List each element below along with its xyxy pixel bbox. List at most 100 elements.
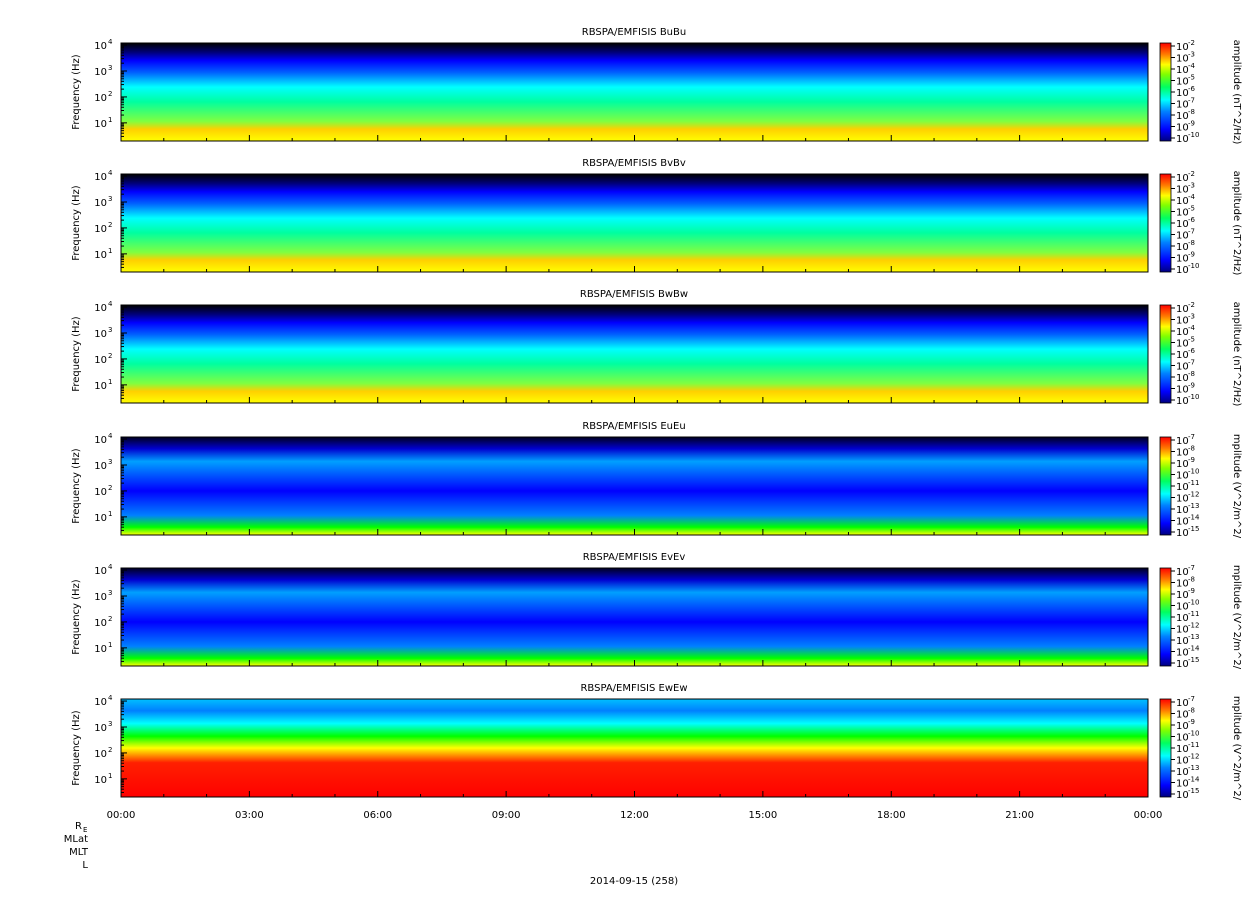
y-tick-label: 10 bbox=[94, 644, 107, 655]
colorbar-tick-exponent: -8 bbox=[1188, 239, 1195, 247]
colorbar-tick-label: 10 bbox=[1176, 602, 1189, 613]
colorbar-tick-label: 10 bbox=[1176, 88, 1189, 99]
spectrogram bbox=[121, 437, 1148, 535]
spectrogram bbox=[121, 43, 1148, 141]
colorbar-tick-exponent: -9 bbox=[1188, 251, 1195, 259]
colorbar-tick-exponent: -13 bbox=[1188, 502, 1199, 510]
y-axis-label: Frequency (Hz) bbox=[71, 579, 82, 655]
y-axis-label: Frequency (Hz) bbox=[71, 316, 82, 392]
y-axis-label: Frequency (Hz) bbox=[71, 185, 82, 261]
y-tick-label: 10 bbox=[94, 381, 107, 392]
y-tick-exponent: 4 bbox=[108, 300, 113, 308]
y-tick-exponent: 1 bbox=[108, 378, 112, 386]
colorbar-tick-label: 10 bbox=[1176, 698, 1189, 709]
colorbar-tick-label: 10 bbox=[1176, 721, 1189, 732]
colorbar-tick-exponent: -11 bbox=[1188, 610, 1199, 618]
colorbar-tick-exponent: -8 bbox=[1188, 445, 1195, 453]
colorbar-tick-label: 10 bbox=[1176, 528, 1189, 539]
x-tick-label: 09:00 bbox=[492, 810, 521, 821]
y-tick-exponent: 1 bbox=[108, 641, 112, 649]
y-tick-exponent: 1 bbox=[108, 247, 112, 255]
spectrogram bbox=[121, 305, 1148, 403]
panel-title: RBSPA/EMFISIS EwEw bbox=[580, 683, 687, 694]
colorbar-tick-label: 10 bbox=[1176, 448, 1189, 459]
colorbar-tick-label: 10 bbox=[1176, 54, 1189, 65]
colorbar-tick-label: 10 bbox=[1176, 42, 1189, 53]
y-tick-exponent: 4 bbox=[108, 38, 113, 46]
y-tick-exponent: 1 bbox=[108, 116, 112, 124]
colorbar-tick-exponent: -3 bbox=[1188, 182, 1195, 190]
colorbar-tick-label: 10 bbox=[1176, 339, 1189, 350]
colorbar bbox=[1159, 173, 1172, 273]
colorbar bbox=[1159, 436, 1172, 536]
colorbar-tick-label: 10 bbox=[1176, 265, 1189, 276]
colorbar-tick-exponent: -8 bbox=[1188, 707, 1195, 715]
colorbar-tick-label: 10 bbox=[1176, 123, 1189, 134]
panel-title: RBSPA/EMFISIS EuEu bbox=[582, 421, 685, 432]
spectrogram bbox=[121, 174, 1148, 272]
colorbar-tick-exponent: -9 bbox=[1188, 120, 1195, 128]
x-tick-label: 00:00 bbox=[1134, 810, 1163, 821]
panel-title: RBSPA/EMFISIS EvEv bbox=[583, 552, 686, 563]
colorbar-tick-exponent: -8 bbox=[1188, 370, 1195, 378]
x-tick-label: 06:00 bbox=[363, 810, 392, 821]
x-tick-label: 00:00 bbox=[107, 810, 136, 821]
colorbar-tick-exponent: -15 bbox=[1188, 525, 1199, 533]
y-tick-exponent: 3 bbox=[108, 589, 112, 597]
x-tick-label: 03:00 bbox=[235, 810, 264, 821]
colorbar-tick-exponent: -7 bbox=[1188, 433, 1195, 441]
y-tick-exponent: 3 bbox=[108, 64, 112, 72]
y-tick-label: 10 bbox=[94, 487, 107, 498]
ephemeris-label: MLT bbox=[69, 847, 89, 858]
y-tick-label: 10 bbox=[94, 198, 107, 209]
colorbar-tick-exponent: -5 bbox=[1188, 74, 1195, 82]
colorbar-tick-label: 10 bbox=[1176, 134, 1189, 145]
colorbar-tick-exponent: -5 bbox=[1188, 205, 1195, 213]
colorbar bbox=[1159, 567, 1172, 667]
colorbar-tick-label: 10 bbox=[1176, 625, 1189, 636]
colorbar-tick-label: 10 bbox=[1176, 459, 1189, 470]
y-tick-label: 10 bbox=[94, 303, 107, 314]
colorbar-tick-label: 10 bbox=[1176, 471, 1189, 482]
y-tick-label: 10 bbox=[94, 435, 107, 446]
colorbar-tick-label: 10 bbox=[1176, 636, 1189, 647]
colorbar-tick-exponent: -15 bbox=[1188, 656, 1199, 664]
colorbar-tick-exponent: -10 bbox=[1188, 393, 1199, 401]
colorbar-tick-exponent: -6 bbox=[1188, 347, 1196, 355]
colorbar-label: amplitude (nT^2/Hz) bbox=[1231, 171, 1242, 276]
colorbar-tick-label: 10 bbox=[1176, 494, 1189, 505]
colorbar-tick-label: 10 bbox=[1176, 327, 1189, 338]
colorbar-tick-label: 10 bbox=[1176, 254, 1189, 265]
ephemeris-label: L bbox=[82, 860, 88, 871]
y-tick-exponent: 2 bbox=[108, 221, 112, 229]
ephemeris-subscript: E bbox=[83, 826, 87, 834]
colorbar bbox=[1159, 698, 1172, 798]
colorbar-tick-exponent: -7 bbox=[1188, 359, 1195, 367]
colorbar-tick-exponent: -4 bbox=[1188, 62, 1196, 70]
x-axis: 00:00 03:00 06:00 09:00 12:00 15:00 18:00 21:00… bbox=[107, 810, 1163, 821]
panel-title: RBSPA/EMFISIS BuBu bbox=[582, 27, 686, 38]
colorbar-tick-label: 10 bbox=[1176, 304, 1189, 315]
y-tick-label: 10 bbox=[94, 775, 107, 786]
x-tick-label: 12:00 bbox=[620, 810, 649, 821]
y-tick-label: 10 bbox=[94, 513, 107, 524]
colorbar-tick-label: 10 bbox=[1176, 744, 1189, 755]
colorbar-tick-exponent: -14 bbox=[1188, 776, 1200, 784]
colorbar-label: amplitude (nT^2/Hz) bbox=[1231, 302, 1242, 407]
colorbar-tick-label: 10 bbox=[1176, 648, 1189, 659]
y-tick-exponent: 3 bbox=[108, 458, 112, 466]
colorbar bbox=[1159, 304, 1172, 404]
y-tick-label: 10 bbox=[94, 618, 107, 629]
colorbar-tick-exponent: -12 bbox=[1188, 753, 1199, 761]
colorbar-tick-label: 10 bbox=[1176, 482, 1189, 493]
colorbar-tick-exponent: -4 bbox=[1188, 324, 1196, 332]
colorbar-tick-label: 10 bbox=[1176, 173, 1189, 184]
colorbar-tick-exponent: -12 bbox=[1188, 491, 1199, 499]
y-tick-exponent: 3 bbox=[108, 720, 112, 728]
colorbar-tick-label: 10 bbox=[1176, 659, 1189, 670]
ephemeris-label: R bbox=[75, 821, 82, 832]
